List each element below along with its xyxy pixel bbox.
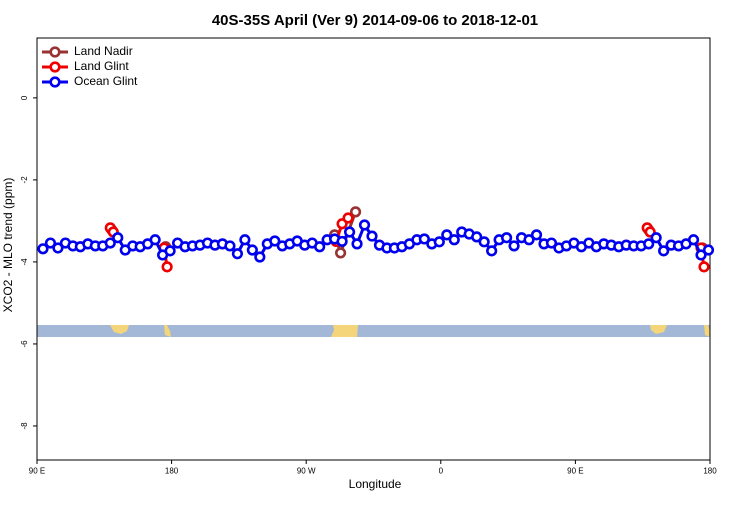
land-patch [110,325,129,334]
data-point [269,235,281,247]
data-point [366,230,378,242]
data-point [523,234,535,246]
legend-label: Land Glint [74,59,129,73]
data-point [239,234,251,246]
data-point [658,245,670,257]
data-point [343,226,356,238]
data-point [448,234,460,246]
data-point [231,248,244,260]
data-point [52,242,64,254]
x-tick-label: 180 [165,467,179,476]
data-point [37,243,49,255]
x-tick-label: 180 [703,467,717,476]
x-tick-label: 0 [439,467,444,476]
data-point [687,234,700,246]
data-point [545,237,558,249]
data-point [314,241,326,253]
y-axis-label: XCO2 - MLO trend (ppm) [1,178,15,313]
legend-marker [49,76,61,88]
data-point [161,261,173,273]
land-patch [650,325,667,334]
data-point [486,245,498,257]
data-point [164,245,176,257]
data-point [530,229,543,241]
legend-marker [49,61,61,73]
data-point [104,237,116,249]
data-point [349,206,362,218]
data-point [508,240,520,252]
y-tick-label: -4 [20,258,29,266]
y-tick-label: -6 [20,340,29,348]
data-point [149,234,161,246]
x-tick-label: 90 E [29,467,45,476]
data-point [478,236,490,248]
y-tick-label: -8 [20,422,29,430]
data-point [254,251,266,263]
x-tick-label: 90 W [297,467,316,476]
legend-marker [49,46,61,58]
data-point [418,233,430,245]
map-strip [37,325,710,337]
data-point [351,238,363,250]
data-point [342,212,354,224]
data-point [358,219,371,231]
data-point [501,232,513,244]
data-point [246,244,258,256]
land-patch [704,325,710,337]
land-patch [164,325,171,337]
x-axis-label: Longitude [349,477,402,491]
data-point [336,235,348,248]
data-point [698,261,710,273]
data-point [224,240,236,252]
data-point [650,232,662,244]
y-tick-label: 0 [20,95,29,100]
data-point [441,229,453,241]
data-point [334,247,347,259]
legend-label: Land Nadir [74,44,133,58]
data-point [471,231,483,243]
chart-title: 40S-35S April (Ver 9) 2014-09-06 to 2018… [212,12,538,29]
data-point [433,236,445,248]
data-point [702,244,715,256]
land-patch [331,325,358,337]
data-point [695,249,707,261]
data-point [643,238,655,250]
y-tick-label: -2 [20,176,29,184]
ocean-strip [37,325,710,337]
legend-label: Ocean Glint [74,74,138,88]
data-point [112,232,124,244]
data-point [44,237,57,249]
x-tick-label: 90 E [567,467,583,476]
